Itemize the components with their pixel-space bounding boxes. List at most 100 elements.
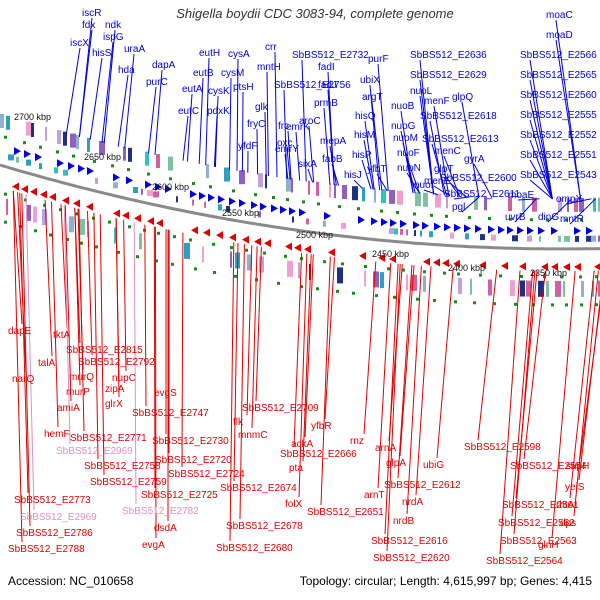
forward-leader-line <box>364 120 375 190</box>
reverse-feature-block <box>230 251 232 268</box>
forward-feature-block <box>400 228 403 235</box>
reverse-marker <box>4 192 7 196</box>
reverse-leader-line <box>511 270 534 517</box>
reverse-leader-line <box>499 270 521 555</box>
reverse-gene-label: folX <box>285 499 303 510</box>
forward-marker <box>169 177 172 181</box>
forward-feature-block <box>484 196 487 211</box>
forward-gene-label: purC <box>146 77 168 88</box>
reverse-leader-line <box>384 263 399 535</box>
forward-feature-block <box>8 154 14 161</box>
forward-gene-label: pdxK <box>207 106 230 117</box>
reverse-marker <box>423 270 426 274</box>
forward-gene-arrow <box>400 219 407 228</box>
forward-feature-block <box>145 151 149 166</box>
forward-leader-line <box>78 29 93 138</box>
reverse-marker <box>108 220 111 224</box>
reverse-marker <box>80 241 83 245</box>
forward-marker <box>580 218 583 222</box>
forward-leader-line <box>117 74 129 147</box>
reverse-leader-line <box>386 263 401 552</box>
reverse-leader-line <box>60 204 68 329</box>
forward-gene-label: SbBS512_E2636 <box>410 50 487 61</box>
forward-leader-line <box>229 77 232 170</box>
reverse-gene-arrow <box>73 199 80 208</box>
reverse-gene-label: ubiG <box>423 460 444 471</box>
forward-leader-line <box>423 189 439 196</box>
reverse-marker <box>189 238 192 242</box>
reverse-gene-label: dapE <box>8 326 32 337</box>
forward-feature-block <box>133 187 138 193</box>
forward-gene-arrow <box>464 224 471 233</box>
forward-feature-block <box>0 114 4 128</box>
forward-feature-block <box>70 133 76 148</box>
reverse-gene-arrow <box>40 190 47 199</box>
reverse-marker <box>454 300 457 304</box>
forward-gene-arrow <box>145 180 152 189</box>
reverse-gene-arrow <box>285 242 292 251</box>
forward-leader-line <box>284 153 289 179</box>
forward-feature-block <box>329 183 331 198</box>
reverse-marker <box>580 303 583 307</box>
forward-feature-block <box>176 196 178 203</box>
kbp-scale-labels: 2700 kbp 2650 kbp 2600 kbp 2550 kbp 2500 kbp… <box>14 112 567 278</box>
forward-feature-block <box>435 193 441 208</box>
reverse-marker <box>457 272 460 276</box>
forward-leader-line <box>406 157 421 194</box>
forward-gene-label: hisP <box>352 150 372 161</box>
forward-feature-block <box>218 204 222 211</box>
forward-feature-block <box>63 169 68 176</box>
forward-gene-arrow <box>574 226 581 235</box>
forward-gene-label: hisQ <box>355 111 376 122</box>
forward-leader-line <box>529 119 553 200</box>
reverse-gene-label: SbBS512_E2620 <box>373 553 450 564</box>
forward-gene-label: SbBS512_E2732 <box>292 50 369 61</box>
forward-marker <box>530 218 533 222</box>
reverse-leader-line <box>93 212 99 460</box>
reverse-marker <box>34 229 37 233</box>
reverse-gene-arrow <box>519 262 526 271</box>
reverse-marker <box>565 303 568 307</box>
forward-gene-label: prmB <box>314 98 338 109</box>
forward-marker <box>468 216 471 220</box>
reverse-leader-line <box>64 205 72 402</box>
forward-leader-line <box>529 159 553 200</box>
forward-leader-line <box>329 145 337 186</box>
forward-feature-block <box>147 190 153 197</box>
reverse-gene-label: SbBS512_E2969 <box>56 446 133 457</box>
forward-gene-label: glpT <box>434 164 453 175</box>
reverse-leader-line <box>78 208 85 432</box>
forward-feature-block <box>406 229 408 236</box>
reverse-leader-line <box>324 257 335 420</box>
reverse-gene-label: SbBS512_E2782 <box>122 506 199 517</box>
forward-gene-label: SbBS512_E2618 <box>420 111 497 122</box>
forward-feature-block <box>286 177 292 192</box>
forward-gene-label: moaC <box>546 10 573 21</box>
reverse-marker <box>595 275 598 279</box>
forward-gene-arrow <box>199 191 206 200</box>
reverse-marker <box>387 267 390 271</box>
forward-gene-label: menC <box>434 146 461 157</box>
reverse-gene-label: SbBS512_E2788 <box>8 544 85 555</box>
reverse-gene-label: SbBS512_E2792 <box>78 357 155 368</box>
forward-leader-line <box>256 128 259 175</box>
reverse-leader-line <box>229 242 235 542</box>
reverse-feature-block <box>27 204 31 221</box>
reverse-gene-label: glrX <box>105 399 123 410</box>
reverse-marker <box>375 294 378 298</box>
forward-gene-label: SbBS512_E2756 <box>274 80 351 91</box>
forward-feature-block <box>575 235 579 242</box>
forward-gene-label: nuoN <box>397 163 421 174</box>
reverse-marker <box>277 281 280 285</box>
forward-marker <box>413 212 416 216</box>
forward-feature-block <box>598 235 600 242</box>
forward-feature-block <box>352 186 358 201</box>
forward-leader-line <box>363 139 374 190</box>
reverse-gene-arrow <box>541 262 548 271</box>
reverse-gene-label: SbBS512_E2561 <box>502 500 579 511</box>
forward-feature-block <box>574 197 578 212</box>
forward-feature-block <box>26 159 31 166</box>
gene-feature-bands <box>0 114 600 307</box>
forward-leader-line <box>406 172 421 194</box>
forward-feature-block <box>316 181 319 196</box>
